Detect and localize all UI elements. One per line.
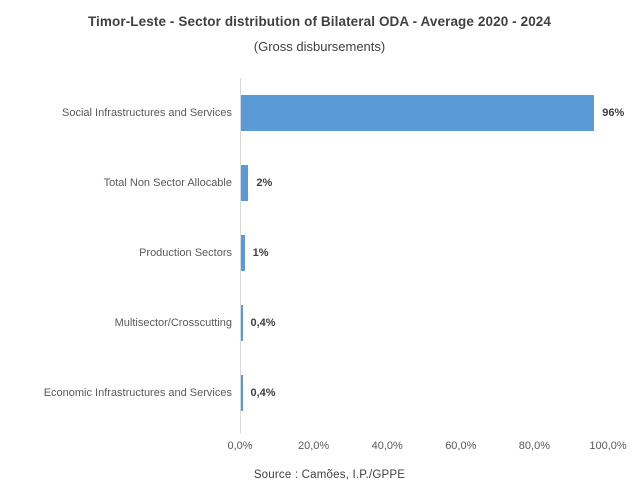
chart-row: Multisector/Crosscutting 0,4% <box>0 288 639 358</box>
x-axis-tick-label: 20,0% <box>297 440 330 452</box>
category-label: Social Infrastructures and Services <box>62 107 232 119</box>
data-label: 0,4% <box>250 317 276 329</box>
x-axis-tick-label: 60,0% <box>445 440 477 452</box>
chart-row: Social Infrastructures and Services 96% <box>0 78 639 148</box>
category-label: Multisector/Crosscutting <box>114 317 232 329</box>
category-label: Total Non Sector Allocable <box>103 177 232 189</box>
x-axis-tick-label: 80,0% <box>518 440 550 452</box>
data-label: 0,4% <box>250 387 276 399</box>
chart-row: Production Sectors 1% <box>0 218 639 288</box>
chart-row: Economic Infrastructures and Services 0,4… <box>0 358 639 428</box>
plot-area: Social Infrastructures and Services 96% To… <box>0 78 639 452</box>
bar-5 <box>241 375 243 411</box>
x-axis-tick-label: 0,0% <box>227 440 253 452</box>
chart-subtitle: (Gross disbursements) <box>253 39 386 54</box>
bar-1 <box>241 95 595 131</box>
x-axis-tick-label: 40,0% <box>371 440 403 452</box>
data-label: 2% <box>256 177 273 189</box>
x-axis-tick-label: 100,0% <box>589 440 627 452</box>
category-label: Production Sectors <box>139 247 232 259</box>
chart-title: Timor-Leste - Sector distribution of Bil… <box>87 14 552 29</box>
category-axis-line <box>240 78 241 433</box>
bar-3 <box>241 235 245 271</box>
category-label: Economic Infrastructures and Services <box>43 387 232 399</box>
chart-row: Total Non Sector Allocable 2% <box>0 148 639 218</box>
source-note: Source : Camões, I.P./GPPE <box>253 469 406 481</box>
bar-4 <box>241 305 243 341</box>
data-label: 1% <box>252 247 269 259</box>
bar-2 <box>241 165 249 201</box>
data-label: 96% <box>602 107 625 119</box>
